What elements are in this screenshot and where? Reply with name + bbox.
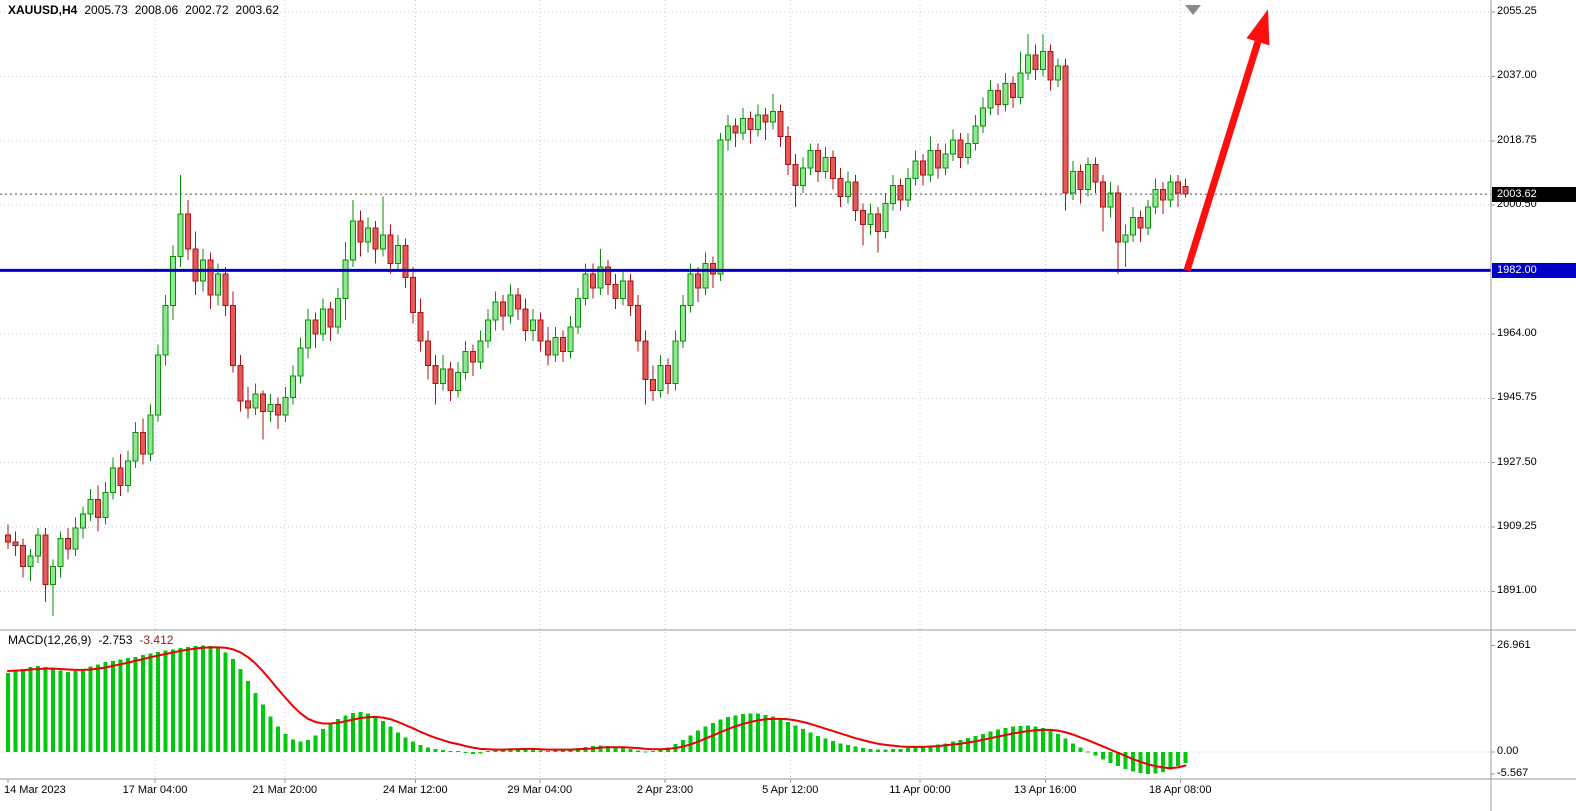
macd-name: MACD(12,26,9) — [8, 633, 92, 647]
trend-arrow[interactable] — [1183, 9, 1270, 272]
chart-title: XAUUSD,H4 2005.73 2008.06 2002.72 2003.62 — [8, 3, 286, 17]
candles — [5, 34, 1189, 617]
close-value: 2003.62 — [235, 3, 279, 17]
price-label: 2055.25 — [1497, 5, 1537, 17]
price-label: 1964.00 — [1497, 326, 1537, 339]
macd-axis-label: 0.00 — [1497, 745, 1519, 757]
macd-axis-label: -5.567 — [1497, 766, 1529, 779]
chart-shift-marker-icon — [1185, 5, 1201, 15]
time-label: 13 Apr 16:00 — [1014, 784, 1077, 796]
time-label: 14 Mar 2023 — [4, 784, 66, 796]
price-axis[interactable]: 2055.25 2037.00 2018.75 2000.50 1964.00 1945.… — [1491, 0, 1576, 811]
current-price-badge: 2003.62 — [1492, 186, 1576, 202]
time-label: 18 Apr 08:00 — [1149, 784, 1212, 796]
time-label: 21 Mar 20:00 — [252, 784, 318, 796]
low-value: 2002.72 — [185, 3, 229, 17]
time-label: 24 Mar 12:00 — [382, 784, 448, 796]
price-label: 2037.00 — [1497, 69, 1537, 82]
hline-price-badge: 1982.00 — [1492, 262, 1576, 278]
price-label: 1927.50 — [1497, 455, 1537, 468]
open-value: 2005.73 — [84, 3, 128, 17]
time-label: 17 Mar 04:00 — [122, 784, 188, 796]
macd-signal-line — [7, 646, 1187, 770]
macd-signal-value: -3.412 — [139, 633, 174, 647]
price-label: 1945.75 — [1497, 391, 1537, 404]
macd-histogram — [6, 645, 1188, 774]
price-label: 2018.75 — [1497, 133, 1537, 146]
symbol-label: XAUUSD,H4 — [8, 3, 78, 17]
time-label: 5 Apr 12:00 — [762, 784, 819, 796]
time-axis[interactable]: 14 Mar 2023 17 Mar 04:00 21 Mar 20:00 24 Ma… — [0, 784, 1491, 810]
time-label: 11 Apr 00:00 — [889, 784, 951, 796]
high-value: 2008.06 — [134, 3, 179, 17]
time-label: 29 Mar 04:00 — [507, 784, 573, 796]
time-label: 2 Apr 23:00 — [636, 784, 694, 796]
macd-axis-label: 26.961 — [1497, 638, 1531, 651]
price-label: 1891.00 — [1497, 584, 1537, 597]
price-label: 1909.25 — [1497, 520, 1537, 532]
macd-main-value: -2.753 — [98, 633, 133, 647]
macd-indicator-label: MACD(12,26,9) -2.753 -3.412 — [8, 633, 180, 647]
